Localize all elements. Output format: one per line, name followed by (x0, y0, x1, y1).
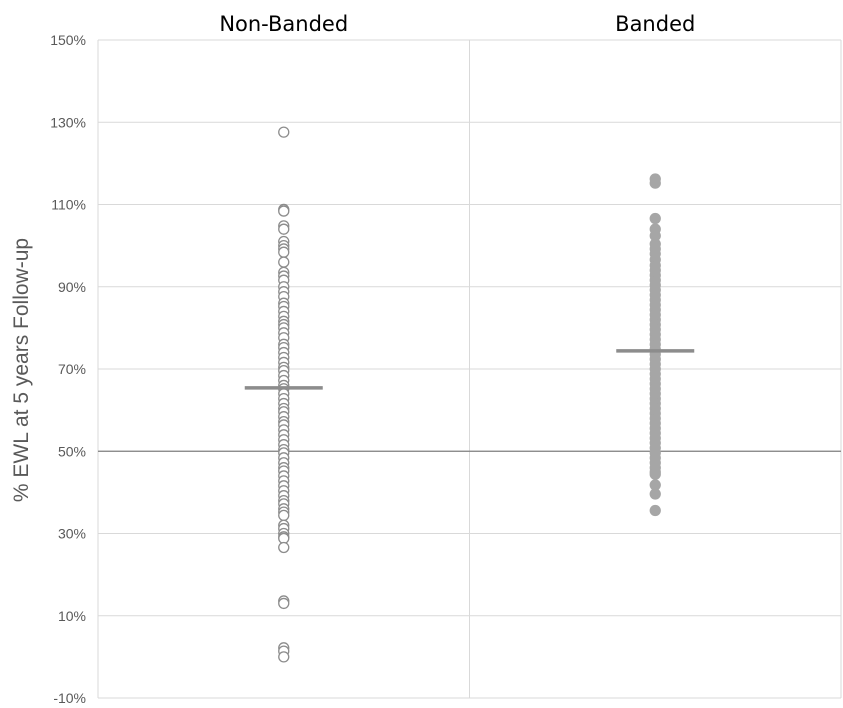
y-tick-label: 10% (58, 608, 86, 624)
category-titles: Non-Banded Banded (219, 12, 695, 36)
y-tick-label: 30% (58, 526, 86, 542)
category-title: Non-Banded (219, 12, 348, 36)
data-point (278, 541, 290, 554)
y-tick-label: 90% (58, 279, 86, 295)
data-points (278, 126, 661, 663)
y-tick-label: 130% (50, 114, 86, 130)
data-point (278, 509, 290, 522)
mean-markers (244, 349, 695, 390)
y-tick-label: 150% (50, 32, 86, 48)
data-point (278, 205, 290, 217)
data-point (278, 651, 290, 663)
data-point (649, 468, 661, 480)
data-point (278, 223, 290, 235)
y-tick-label: 50% (58, 443, 86, 459)
data-point (278, 256, 290, 268)
data-point (278, 597, 290, 610)
y-axis-label: % EWL at 5 years Follow-up (10, 238, 33, 502)
gridlines (97, 39, 842, 699)
data-point (649, 488, 661, 500)
y-tick-label: -10% (53, 690, 86, 706)
y-tick-label: 110% (51, 197, 86, 213)
y-tick-labels: 150% 130% 110% 90% 70% 50% 30% 10% -10% (50, 32, 86, 706)
data-point (649, 504, 661, 517)
category-title: Banded (615, 12, 695, 36)
data-point (649, 177, 661, 189)
data-point (649, 212, 661, 225)
data-point (278, 246, 290, 258)
data-point (278, 126, 290, 138)
y-tick-label: 70% (58, 361, 86, 377)
